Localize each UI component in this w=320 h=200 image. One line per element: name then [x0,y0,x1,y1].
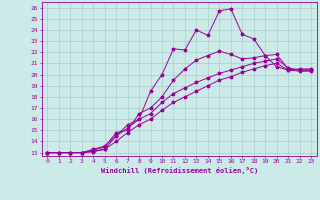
X-axis label: Windchill (Refroidissement éolien,°C): Windchill (Refroidissement éolien,°C) [100,167,258,174]
